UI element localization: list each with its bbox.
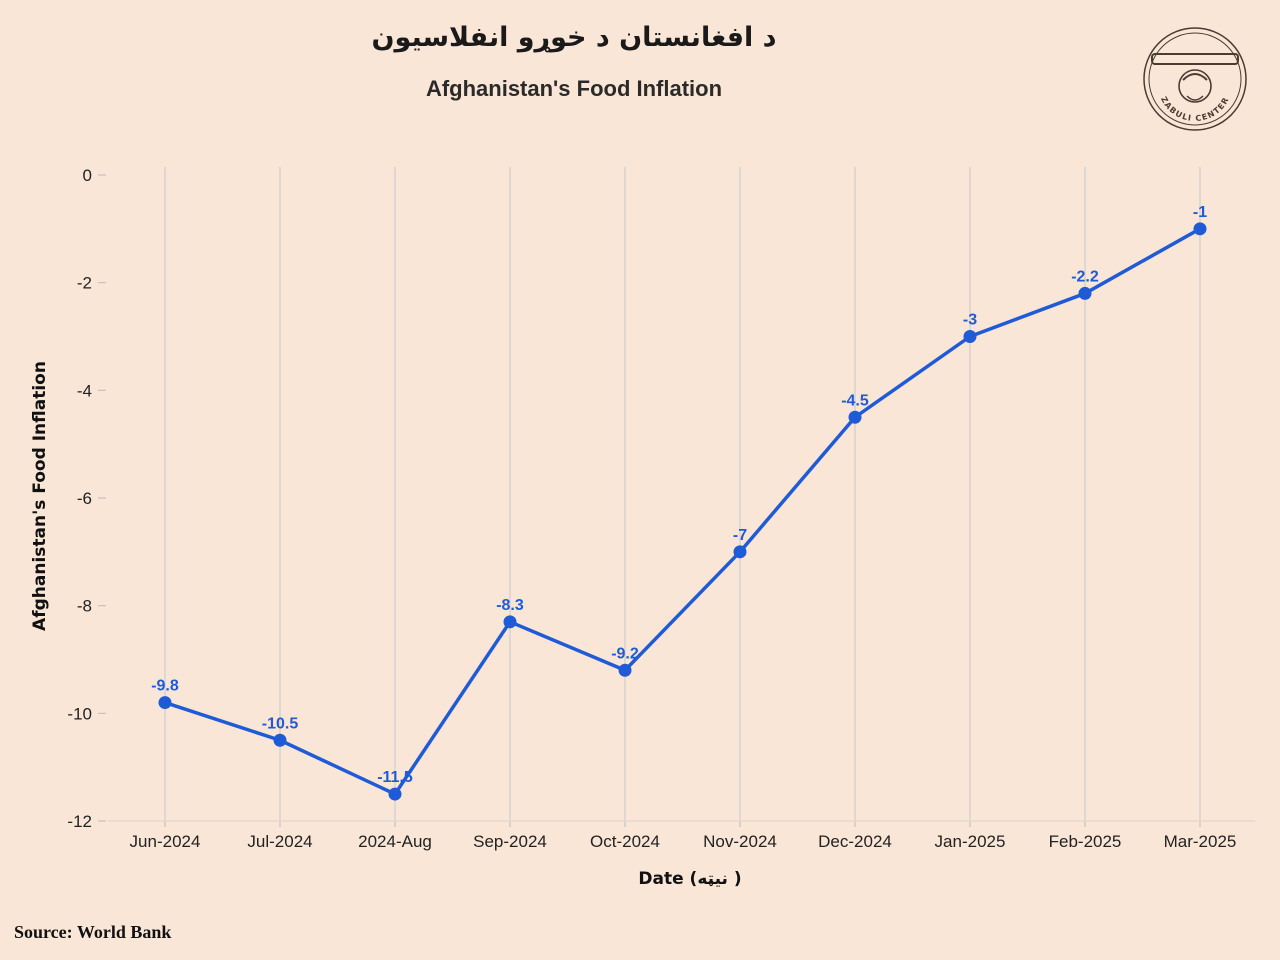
data-label: -10.5 — [262, 715, 299, 732]
x-tick-label: Jan-2025 — [935, 832, 1006, 851]
x-axis: Jun-2024 Jul-2024 2024-Aug Sep-2024 Oct-2024… — [108, 820, 1255, 851]
x-tick-label: 2024-Aug — [358, 832, 432, 851]
data-label: -9.2 — [611, 645, 639, 662]
data-label: -2.2 — [1071, 268, 1099, 285]
data-point — [848, 410, 862, 424]
x-axis-title: Date (نیټه ) — [638, 869, 741, 889]
data-point — [388, 787, 402, 801]
series-line — [164, 227, 1201, 796]
y-tick-label: -2 — [77, 274, 92, 293]
x-tick-label: Nov-2024 — [703, 832, 777, 851]
y-tick-label: -8 — [77, 597, 92, 616]
zabuli-center-seal-icon: ZABULI CENTER — [1143, 27, 1247, 131]
source-note: Source: World Bank — [14, 922, 172, 942]
y-tick-label: -10 — [67, 704, 92, 723]
x-tick-label: Dec-2024 — [818, 832, 892, 851]
data-label: -11.5 — [377, 769, 413, 786]
y-tick-label: -4 — [77, 381, 92, 400]
data-points — [158, 222, 1207, 801]
x-tick-label: Mar-2025 — [1164, 832, 1237, 851]
chart-grid — [164, 167, 1201, 821]
x-tick-label: Sep-2024 — [473, 832, 547, 851]
x-tick-label: Jul-2024 — [247, 832, 312, 851]
chart-title-pashto: د افغانستان د خوړو انفلاسیون — [371, 22, 777, 53]
data-point — [963, 330, 977, 343]
data-labels: -9.8 -10.5 -11.5 -8.3 -9.2 -7 -4.5 -3 -2.2 -1 — [151, 204, 1207, 786]
data-point — [158, 696, 172, 710]
data-label: -9.8 — [151, 678, 179, 695]
data-label: -1 — [1193, 204, 1207, 221]
x-tick-label: Oct-2024 — [590, 832, 660, 851]
y-tick-label: -12 — [67, 812, 92, 831]
y-axis-title: Afghanistan's Food Inflation — [30, 361, 50, 631]
y-tick-label: 0 — [83, 166, 92, 185]
x-tick-label: Jun-2024 — [130, 832, 201, 851]
data-point — [273, 733, 287, 747]
chart-title-english: Afghanistan's Food Inflation — [425, 76, 723, 101]
data-point — [1078, 286, 1092, 300]
data-point — [503, 615, 517, 629]
data-point — [1193, 222, 1207, 236]
data-point — [733, 545, 747, 559]
data-label: -8.3 — [496, 597, 524, 614]
x-tick-label: Feb-2025 — [1049, 832, 1122, 851]
data-point — [618, 663, 632, 677]
y-tick-label: -6 — [77, 489, 92, 508]
data-label: -4.5 — [841, 392, 869, 409]
data-label: -7 — [733, 527, 747, 544]
y-axis: 0 -2 -4 -6 -8 -10 -12 — [67, 166, 106, 831]
data-label: -3 — [963, 312, 977, 329]
